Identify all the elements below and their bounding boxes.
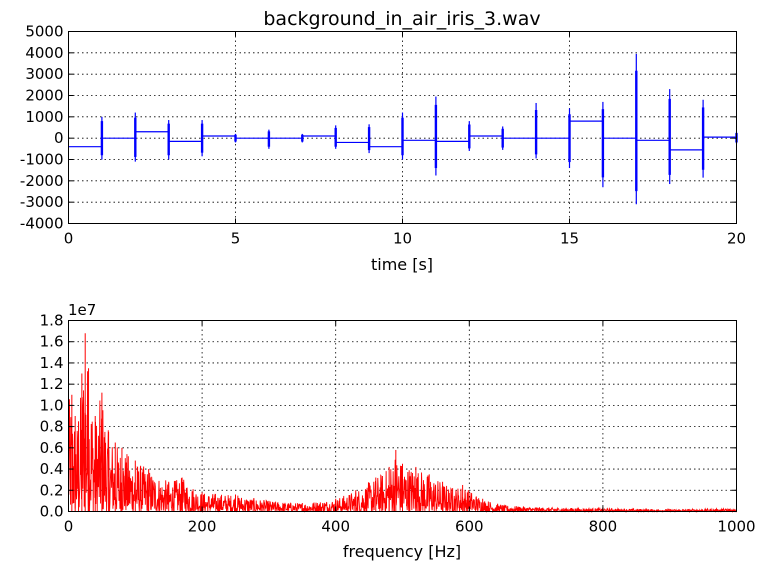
spectrum-plot-ytick-label: 1.2: [40, 375, 64, 393]
time-plot-ytick-label: 2000: [25, 87, 63, 105]
time-plot-xlabel: time [s]: [371, 255, 433, 274]
time-plot-ytick-label: 1000: [25, 108, 63, 126]
time-plot-ytick-label: 4000: [25, 44, 63, 62]
time-plot-xtick-label: 20: [727, 230, 746, 248]
spectrum-plot-xtick-label: 200: [188, 518, 217, 536]
spectrum-plot-xtick-label: 800: [589, 518, 618, 536]
spectrum-plot-ytick-label: 1.4: [40, 354, 64, 372]
spectrum-plot-xlabel: frequency [Hz]: [343, 542, 461, 561]
spectrum-plot-ytick-label: 0.4: [40, 460, 64, 478]
time-plot-xtick-label: 10: [393, 230, 412, 248]
spectrum-plot-ticks: 0 200 400 600 800 1000 0.0 0.2 0.4 0.6 0.8 1.0 1.2 1.…: [40, 312, 756, 536]
spectrum-plot-frame: [68, 320, 737, 512]
time-plot-ytick-label: -1000: [20, 151, 64, 169]
time-plot-ytick-label: -3000: [20, 193, 64, 211]
spectrum-plot-ytick-label: 1.0: [40, 396, 64, 414]
time-plot-xtick-label: 0: [64, 230, 74, 248]
spectrum-plot-ytick-label: 0.2: [40, 481, 64, 499]
time-plot-ytick-label: 5000: [25, 23, 63, 41]
time-signal-series: [68, 53, 738, 205]
spectrum-plot-xtick-label: 600: [455, 518, 484, 536]
spectrum-plot-xtick-label: 400: [321, 518, 350, 536]
time-plot-xtick-label: 15: [560, 230, 579, 248]
time-plot-ytick-label: 3000: [25, 65, 63, 83]
spectrum-plot-xtick-label: 0: [64, 518, 74, 536]
time-plot-ytick-label: -2000: [20, 172, 64, 190]
time-plot-ytick-label: -4000: [20, 215, 64, 233]
time-plot-xtick-label: 5: [231, 230, 241, 248]
spectrum-series: [68, 333, 737, 514]
spectrum-plot-ytick-label: 0.6: [40, 439, 64, 457]
spectrum-plot-xtick-label: 1000: [717, 518, 755, 536]
spectrum-plot-ytick-label: 1.8: [40, 312, 64, 330]
spectrum-plot-ytick-label: 1.6: [40, 333, 64, 351]
time-plot-title: background_in_air_iris_3.wav: [263, 8, 540, 30]
spectrum-plot-ytick-label: 0.0: [40, 503, 64, 521]
spectrum-plot-ytick-label: 0.8: [40, 418, 64, 436]
time-domain-plot: background_in_air_iris_3.wav 0 5 10 15 20 -40…: [20, 8, 746, 274]
time-plot-ticks: 0 5 10 15 20 -4000 -3000 -2000 -1000 0 1000 2000 300…: [20, 23, 746, 248]
spectrum-offset-label: 1e7: [68, 301, 96, 319]
time-plot-ytick-label: 0: [54, 129, 64, 147]
spectrum-plot: 0 200 400 600 800 1000 0.0 0.2 0.4 0.6 0.8 1.0 1.2 1.…: [40, 301, 756, 561]
